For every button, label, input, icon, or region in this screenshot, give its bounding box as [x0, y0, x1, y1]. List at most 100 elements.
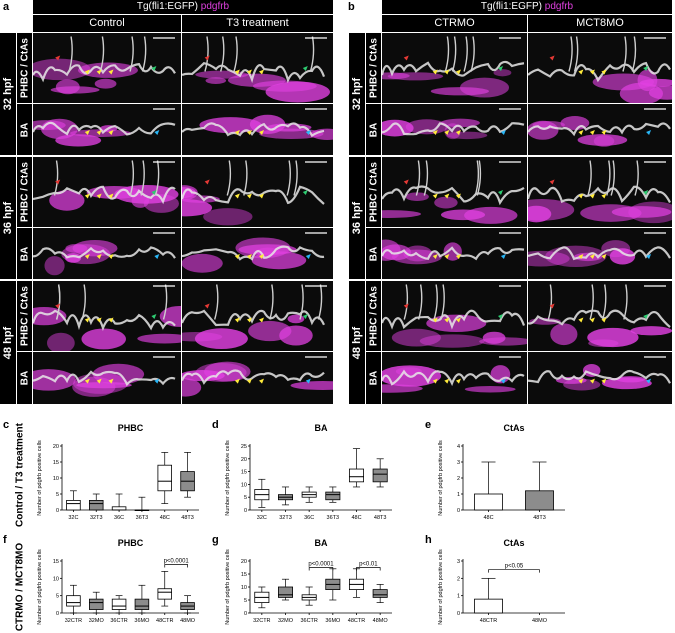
- y-axis-label: Number of pdgfrb positive cells: [438, 549, 444, 625]
- micrograph-tile: [382, 157, 527, 227]
- micrograph-tile: [382, 33, 527, 103]
- x-tick-label: 36C: [114, 515, 124, 521]
- micrograph-tile: [382, 281, 527, 351]
- green-arrowhead: [302, 66, 308, 71]
- micrograph-tile: [382, 228, 527, 279]
- yellow-arrowhead: [234, 378, 240, 384]
- condition-mct8mo: MCT8MO: [528, 15, 672, 32]
- pdgfrb-signal: [580, 204, 642, 222]
- red-arrowhead: [403, 55, 409, 61]
- yellow-arrowhead: [234, 130, 240, 136]
- chart-title: PHBC: [118, 423, 144, 433]
- red-arrowhead: [204, 179, 210, 185]
- region-ba-a-48: BA: [17, 352, 32, 404]
- ctas-vessel: [451, 36, 457, 72]
- yellow-arrowhead: [589, 193, 595, 199]
- vessel-signal: [33, 121, 176, 136]
- yellow-arrowhead: [432, 193, 438, 199]
- y-axis-label: Number of pdgfrb positive cells: [37, 440, 43, 516]
- box: [325, 491, 341, 501]
- chart-title: BA: [315, 423, 328, 433]
- y-tick-label: 4: [457, 444, 460, 450]
- x-tick-label: 48C: [483, 515, 493, 521]
- vessel-signal: [182, 185, 325, 205]
- pdgfrb-signal: [628, 201, 672, 224]
- ctas-vessel: [631, 36, 637, 72]
- yellow-arrowhead: [246, 378, 252, 384]
- x-tick-label: 32MO: [89, 618, 105, 624]
- cyan-arrowhead: [646, 130, 652, 136]
- yellow-arrowhead: [96, 130, 102, 136]
- y-tick-label: 5: [56, 594, 59, 600]
- yellow-arrowhead: [444, 130, 450, 136]
- micrograph-tile: [182, 33, 333, 103]
- y-tick-label: 0: [56, 508, 59, 514]
- vessel-signal: [382, 309, 526, 330]
- yellow-arrowhead: [601, 254, 607, 260]
- micrograph-tile: [182, 352, 333, 404]
- box: [348, 468, 364, 483]
- ctas-vessel: [622, 36, 627, 72]
- pdgfrb-signal: [609, 248, 636, 265]
- box: [278, 586, 294, 598]
- pdgfrb-signal: [382, 210, 422, 218]
- pdgfrb-signal: [72, 376, 116, 397]
- region-phbc-a-48: PHBC / CtAs: [17, 281, 32, 351]
- yellow-arrowhead: [96, 193, 102, 199]
- red-arrowhead: [55, 179, 61, 185]
- ctas-vessel: [204, 36, 209, 72]
- green-arrowhead: [302, 190, 308, 195]
- yellow-arrowhead: [578, 130, 584, 136]
- ctas-vessel: [476, 160, 482, 196]
- region-ba-b-36: BA: [366, 228, 381, 279]
- ctas-vessel: [226, 160, 232, 196]
- pdgfrb-signal: [405, 192, 429, 201]
- cyan-arrowhead: [500, 378, 506, 384]
- yellow-arrowhead: [234, 193, 240, 199]
- vessel-signal: [382, 369, 525, 387]
- vessel-signal: [528, 122, 671, 137]
- red-arrowhead: [549, 55, 555, 61]
- region-phbc-a-36: PHBC / CtAs: [17, 157, 32, 227]
- ctas-vessel: [162, 284, 168, 320]
- region-phbc-b-32: PHBC / CtAs: [366, 33, 381, 103]
- red-arrowhead: [549, 303, 555, 309]
- significance-bracket: [164, 564, 188, 568]
- ctas-vessel: [68, 36, 73, 72]
- yellow-arrowhead: [84, 130, 90, 136]
- pdgfrb-signal: [182, 199, 213, 217]
- x-tick-label: 32C: [68, 515, 78, 521]
- pdgfrb-signal: [310, 128, 333, 140]
- yellow-arrowhead: [601, 317, 607, 323]
- region-phbc-b-48: PHBC / CtAs: [366, 281, 381, 351]
- y-tick-label: 2: [457, 576, 460, 582]
- y-tick-label: 10: [53, 576, 59, 582]
- yellow-arrowhead: [84, 254, 90, 260]
- y-tick-label: 20: [241, 559, 247, 565]
- ctas-vessel: [606, 160, 611, 196]
- transgene-label: Tg(fli1:EGFP): [480, 1, 542, 12]
- yellow-arrowhead: [108, 378, 114, 384]
- ctas-vessel: [309, 36, 315, 72]
- chart-f: PHBC Number of pdgfrb positive cells 0 5 10 1…: [32, 533, 207, 633]
- pdgfrb-signal: [493, 69, 512, 77]
- ctas-vessel: [444, 36, 450, 72]
- chart-h: CtAs Number of pdgfrb positive cells 0 1 2 3 4…: [433, 533, 573, 633]
- vessel-signal: [33, 309, 176, 332]
- pdgfrb-signal: [430, 87, 489, 96]
- pdgfrb-signal: [70, 129, 132, 137]
- yellow-arrowhead: [578, 378, 584, 384]
- panel-label-f: f: [3, 534, 7, 546]
- condition-ctrmo: CTRMO: [382, 15, 527, 32]
- vessel-signal: [182, 122, 325, 138]
- yellow-arrowhead: [259, 69, 265, 75]
- stage-48hpf-a: 48 hpf: [0, 281, 16, 404]
- yellow-arrowhead: [432, 378, 438, 384]
- region-phbc-a-32: PHBC / CtAs: [17, 33, 32, 103]
- y-tick-label: 5: [56, 492, 59, 498]
- yellow-arrowhead: [589, 317, 595, 323]
- ctas-vessel: [233, 36, 238, 72]
- cyan-arrowhead: [305, 130, 311, 136]
- ctas-vessel: [634, 160, 639, 196]
- ctas-vessel: [154, 160, 160, 196]
